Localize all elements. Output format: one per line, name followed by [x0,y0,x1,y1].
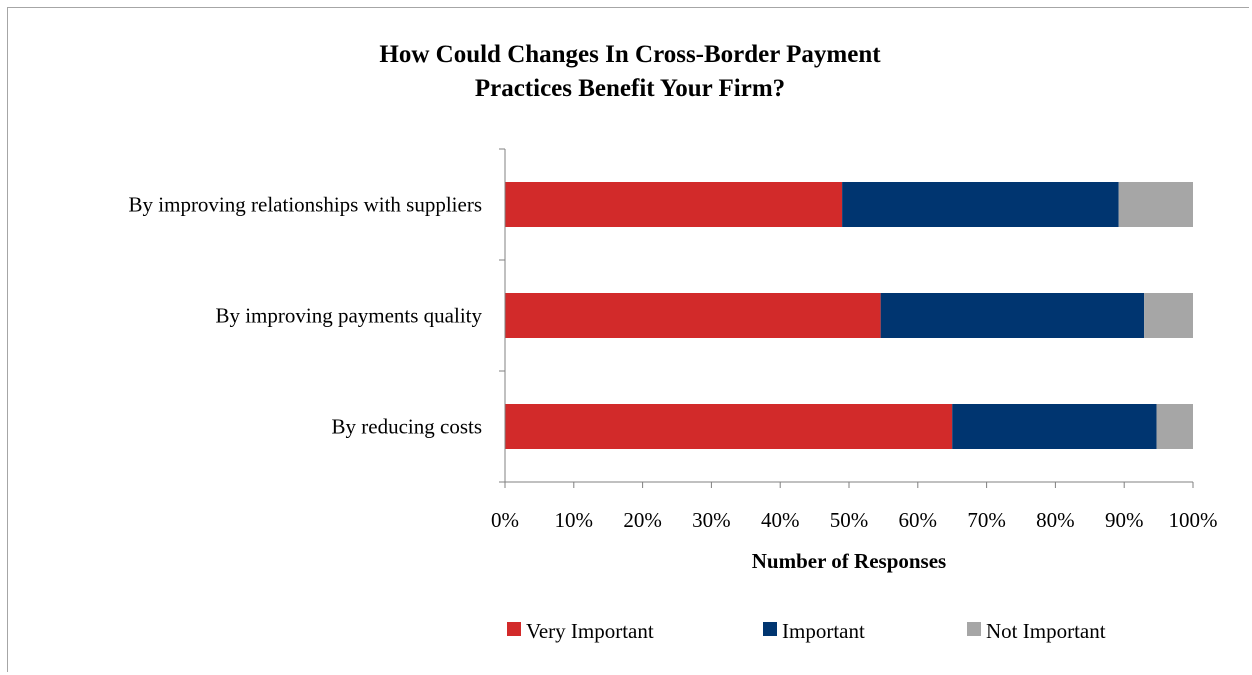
chart-title: How Could Changes In Cross-Border Paymen… [230,38,1030,106]
category-label: By improving relationships with supplier… [129,193,482,217]
legend-label: Not Important [986,619,1106,643]
category-label: By reducing costs [332,415,482,439]
legend-swatch [507,622,521,636]
x-tick-label: 10% [555,508,594,532]
x-tick-label: 60% [899,508,938,532]
x-tick-label: 50% [830,508,869,532]
bar-very-important-2 [505,293,881,338]
chart-title-line-2: Practices Benefit Your Firm? [474,75,786,102]
x-tick-label: 100% [1169,508,1218,532]
bar-not-important-1 [1118,182,1193,227]
x-tick-label: 80% [1036,508,1075,532]
x-tick-label: 0% [491,508,519,532]
legend-swatch [967,622,981,636]
legend-label: Very Important [526,619,654,643]
x-tick-label: 70% [967,508,1006,532]
x-tick-label: 90% [1105,508,1144,532]
x-tick-label: 30% [692,508,731,532]
legend-swatch [763,622,777,636]
bar-not-important-2 [1144,293,1193,338]
bar-important-1 [842,182,1119,227]
category-label: By improving payments quality [215,304,482,328]
bar-very-important-1 [505,182,843,227]
bar-important-3 [952,404,1157,449]
chart-title-line-1: How Could Changes In Cross-Border Paymen… [379,41,881,68]
bar-important-2 [880,293,1145,338]
x-axis-title: Number of Responses [752,549,946,573]
chart-frame [7,7,1249,672]
bar-not-important-3 [1156,404,1193,449]
legend-label: Important [782,619,865,643]
x-tick-label: 20% [623,508,662,532]
x-tick-label: 40% [761,508,800,532]
bar-very-important-3 [505,404,953,449]
